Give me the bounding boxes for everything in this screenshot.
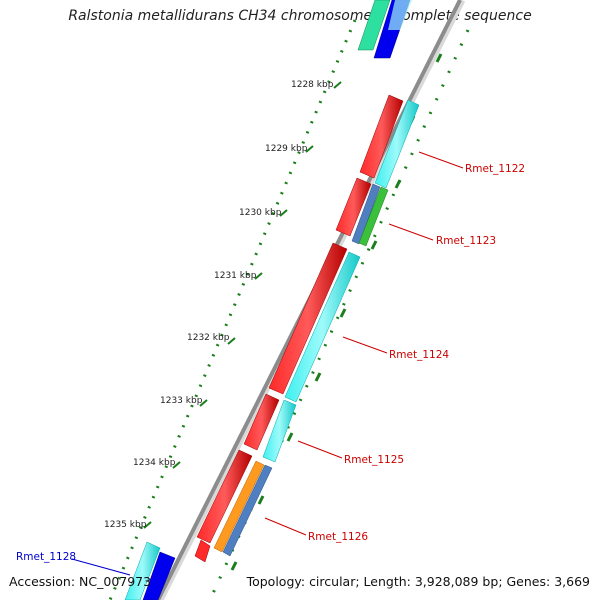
scale-label: 1235 kbp bbox=[104, 520, 147, 530]
scale-label: 1234 kbp bbox=[133, 458, 176, 468]
tick bbox=[286, 432, 294, 442]
tick bbox=[254, 272, 263, 280]
topology-value: circular bbox=[309, 574, 356, 589]
gene-rmet-1123-green[interactable] bbox=[358, 186, 389, 247]
gene-rmet-1124-forward[interactable] bbox=[268, 242, 348, 395]
scale-label: 1233 kbp bbox=[160, 396, 203, 406]
gene-label[interactable]: Rmet_1124 bbox=[389, 349, 449, 361]
gene-feature[interactable] bbox=[194, 539, 211, 563]
scale-label: 1228 kbp bbox=[291, 80, 334, 90]
gene-feature[interactable] bbox=[357, 0, 391, 51]
sequence-summary: Topology: circular; Length: 3,928,089 bp… bbox=[247, 574, 590, 589]
gene-label[interactable]: Rmet_1128 bbox=[16, 551, 76, 563]
label-leader-line bbox=[418, 151, 464, 169]
label-leader-line bbox=[388, 223, 434, 241]
scale-label: 1230 kbp bbox=[239, 208, 282, 218]
gene-rmet-1123-forward[interactable] bbox=[335, 177, 372, 237]
length-value: 3,928,089 bp bbox=[414, 574, 499, 589]
tick bbox=[230, 561, 238, 571]
tick bbox=[314, 372, 322, 382]
gene-feature[interactable] bbox=[124, 541, 161, 600]
gene-rmet-1122-reverse[interactable] bbox=[374, 99, 420, 189]
gene-rmet-1128[interactable] bbox=[142, 551, 176, 600]
accession-label: Accession: bbox=[9, 574, 76, 589]
gene-rmet-1125-reverse[interactable] bbox=[262, 399, 297, 463]
tick bbox=[370, 240, 378, 250]
length-label: Length: bbox=[363, 574, 411, 589]
gene-rmet-1126-forward[interactable] bbox=[196, 449, 253, 544]
gene-rmet-1125-forward[interactable] bbox=[243, 393, 280, 451]
label-leader-line bbox=[297, 440, 343, 459]
inner-ticks bbox=[230, 53, 443, 571]
tick bbox=[279, 209, 288, 217]
scale-label: 1229 kbp bbox=[265, 144, 308, 154]
gene-label[interactable]: Rmet_1123 bbox=[436, 235, 496, 247]
accession-info: Accession: NC_007973 bbox=[9, 574, 151, 589]
gene-rmet-1124-reverse[interactable] bbox=[284, 251, 361, 403]
accession-value: NC_007973 bbox=[79, 574, 152, 589]
label-leader-line bbox=[264, 517, 307, 536]
gene-feature[interactable] bbox=[388, 0, 412, 30]
label-leader-line bbox=[342, 336, 388, 354]
separator: ; bbox=[355, 574, 364, 589]
scale-label: 1232 kbp bbox=[187, 333, 230, 343]
topology-label: Topology: bbox=[246, 574, 306, 589]
label-leader-line bbox=[71, 558, 131, 576]
genes-value: 3,669 bbox=[554, 574, 590, 589]
separator: ; bbox=[498, 574, 507, 589]
genes-label: Genes: bbox=[506, 574, 551, 589]
tick bbox=[333, 81, 342, 89]
gene-rmet-1122-forward[interactable] bbox=[359, 94, 404, 179]
gene-rmet-1126-blue[interactable] bbox=[222, 464, 273, 557]
gene-label[interactable]: Rmet_1122 bbox=[465, 163, 525, 175]
tick bbox=[339, 308, 347, 318]
gene-rmet-1126-orange[interactable] bbox=[213, 460, 265, 553]
gene-rmet-1123-blue[interactable] bbox=[351, 183, 381, 245]
gene-label[interactable]: Rmet_1125 bbox=[344, 454, 404, 466]
tick bbox=[143, 521, 152, 529]
tick bbox=[172, 461, 181, 469]
tick bbox=[435, 53, 443, 63]
tick bbox=[227, 337, 236, 345]
gene-label[interactable]: Rmet_1126 bbox=[308, 531, 368, 543]
tick bbox=[257, 495, 265, 505]
scale-label: 1231 kbp bbox=[214, 271, 257, 281]
map-title: Ralstonia metallidurans CH34 chromosome … bbox=[68, 8, 532, 24]
tick bbox=[394, 179, 402, 189]
tick bbox=[199, 399, 208, 407]
scale-ticks bbox=[143, 81, 342, 529]
tick bbox=[305, 145, 314, 153]
